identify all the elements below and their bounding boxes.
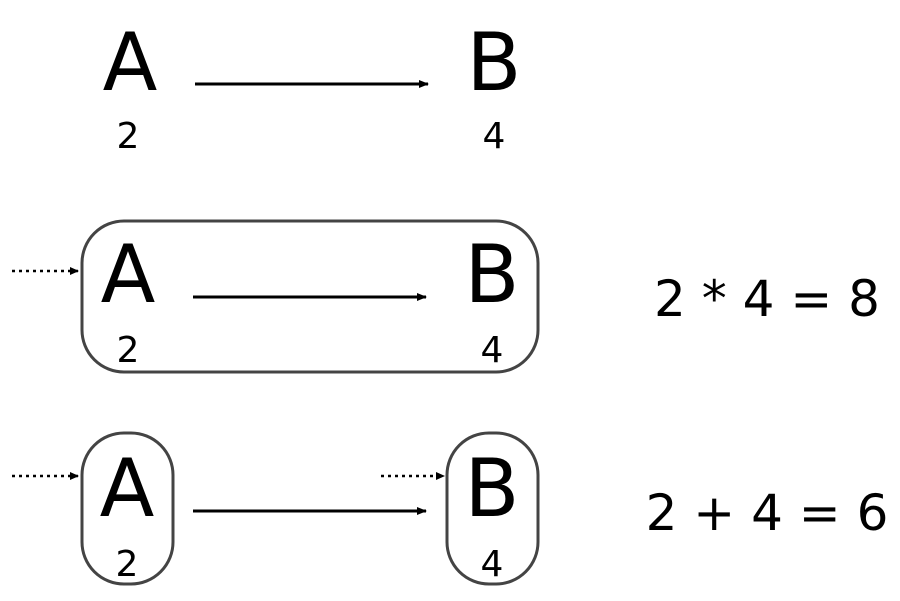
- equation: 2 * 4 = 8: [654, 270, 880, 328]
- row-1: A 2 B 4: [103, 16, 522, 157]
- node-b-value: 4: [483, 116, 506, 157]
- node-b-value: 4: [481, 544, 504, 585]
- node-b-label: B: [465, 228, 520, 321]
- row-3: A 2 B 4 2 + 4 = 6: [12, 431, 889, 586]
- equation: 2 + 4 = 6: [646, 484, 889, 542]
- node-a-label: A: [100, 442, 155, 535]
- node-b-box: [445, 431, 540, 586]
- node-b-label: B: [467, 16, 522, 109]
- node-b-value: 4: [481, 330, 504, 371]
- node-a-value: 2: [117, 116, 140, 157]
- node-a-value: 2: [116, 544, 139, 585]
- node-a-box: [80, 431, 175, 586]
- node-b-label: B: [465, 442, 520, 535]
- node-a-value: 2: [117, 330, 140, 371]
- row-2: A 2 B 4 2 * 4 = 8: [12, 219, 880, 374]
- node-a-label: A: [101, 228, 156, 321]
- group-box: [80, 219, 540, 374]
- node-a-label: A: [103, 16, 158, 109]
